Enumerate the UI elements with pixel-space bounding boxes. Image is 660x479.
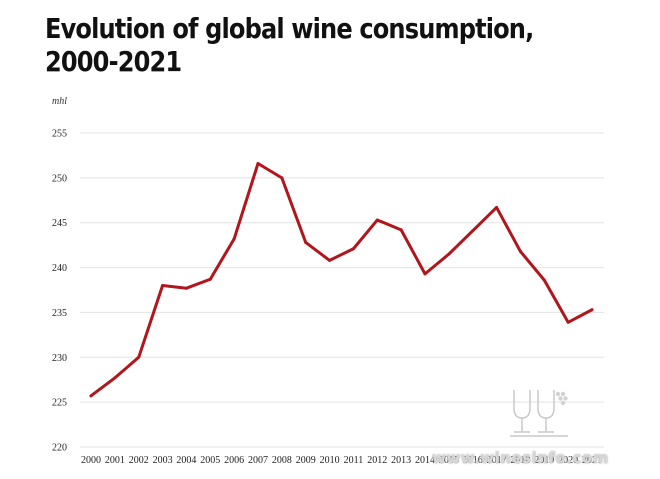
data-point (566, 320, 570, 324)
x-tick-label: 2003 (153, 455, 173, 466)
chart-title: Evolution of global wine consumption, 20… (45, 12, 561, 78)
data-point (137, 355, 141, 359)
x-tick-label: 2002 (129, 455, 149, 466)
data-point (184, 286, 188, 290)
wine-glass-logo-icon (510, 390, 568, 437)
x-axis-ticks: 2000 2001 2002 2003 2004 2005 2006 2007 2008 2009… (81, 455, 602, 466)
data-point (161, 284, 165, 288)
data-point (113, 376, 117, 380)
data-point (232, 237, 236, 241)
data-point (590, 308, 594, 312)
x-tick-label: 2014 (415, 455, 435, 466)
data-point (351, 247, 355, 251)
x-tick-label: 2017 (487, 455, 507, 466)
series-layer (89, 162, 594, 398)
y-tick-label: 245 (52, 218, 67, 229)
x-tick-label: 2007 (248, 455, 268, 466)
y-axis-ticks: 220 225 230 235 240 245 250 255 (52, 129, 67, 454)
data-point (399, 228, 403, 232)
x-tick-label: 2016 (463, 455, 483, 466)
point-layer (89, 162, 594, 398)
x-tick-label: 2012 (367, 455, 387, 466)
data-point (542, 278, 546, 282)
chart-title-line-2: 2000-2021 (45, 45, 182, 78)
watermark-text: www.winesinfo.com (432, 449, 609, 467)
data-point (375, 218, 379, 222)
data-point (89, 394, 93, 398)
x-tick-label: 2010 (320, 455, 340, 466)
data-point (304, 240, 308, 244)
x-tick-label: 2013 (391, 455, 411, 466)
x-tick-label: 2019 (534, 455, 554, 466)
data-point (447, 252, 451, 256)
x-tick-label: 2004 (176, 455, 196, 466)
x-tick-label: 2005 (200, 455, 220, 466)
y-tick-label: 230 (52, 353, 67, 364)
data-point (280, 176, 284, 180)
y-axis-unit-label: mhl (52, 96, 67, 107)
x-tick-label: 2001 (105, 455, 125, 466)
data-point (208, 277, 212, 281)
x-tick-label: 2020 (558, 455, 578, 466)
x-tick-label: 2015 (439, 455, 459, 466)
x-tick-label: 2021 (582, 455, 602, 466)
y-tick-label: 240 (52, 263, 67, 274)
data-point (328, 258, 332, 262)
x-tick-label: 2000 (81, 455, 101, 466)
chart-title-line-1: Evolution of global wine consumption, (45, 12, 534, 45)
y-tick-label: 255 (52, 129, 67, 140)
data-point (495, 205, 499, 209)
y-tick-label: 225 (52, 398, 67, 409)
x-tick-label: 2006 (224, 455, 244, 466)
x-tick-label: 2011 (344, 455, 364, 466)
y-tick-label: 250 (52, 173, 67, 184)
data-point (518, 249, 522, 253)
series-line (89, 162, 594, 398)
data-point (471, 229, 475, 233)
data-point (256, 162, 260, 166)
y-tick-label: 235 (52, 308, 67, 319)
x-tick-label: 2018 (510, 455, 530, 466)
x-tick-label: 2008 (272, 455, 292, 466)
y-tick-label: 220 (52, 443, 67, 454)
gridlines (80, 132, 604, 448)
x-tick-label: 2009 (296, 455, 316, 466)
data-point (423, 272, 427, 276)
